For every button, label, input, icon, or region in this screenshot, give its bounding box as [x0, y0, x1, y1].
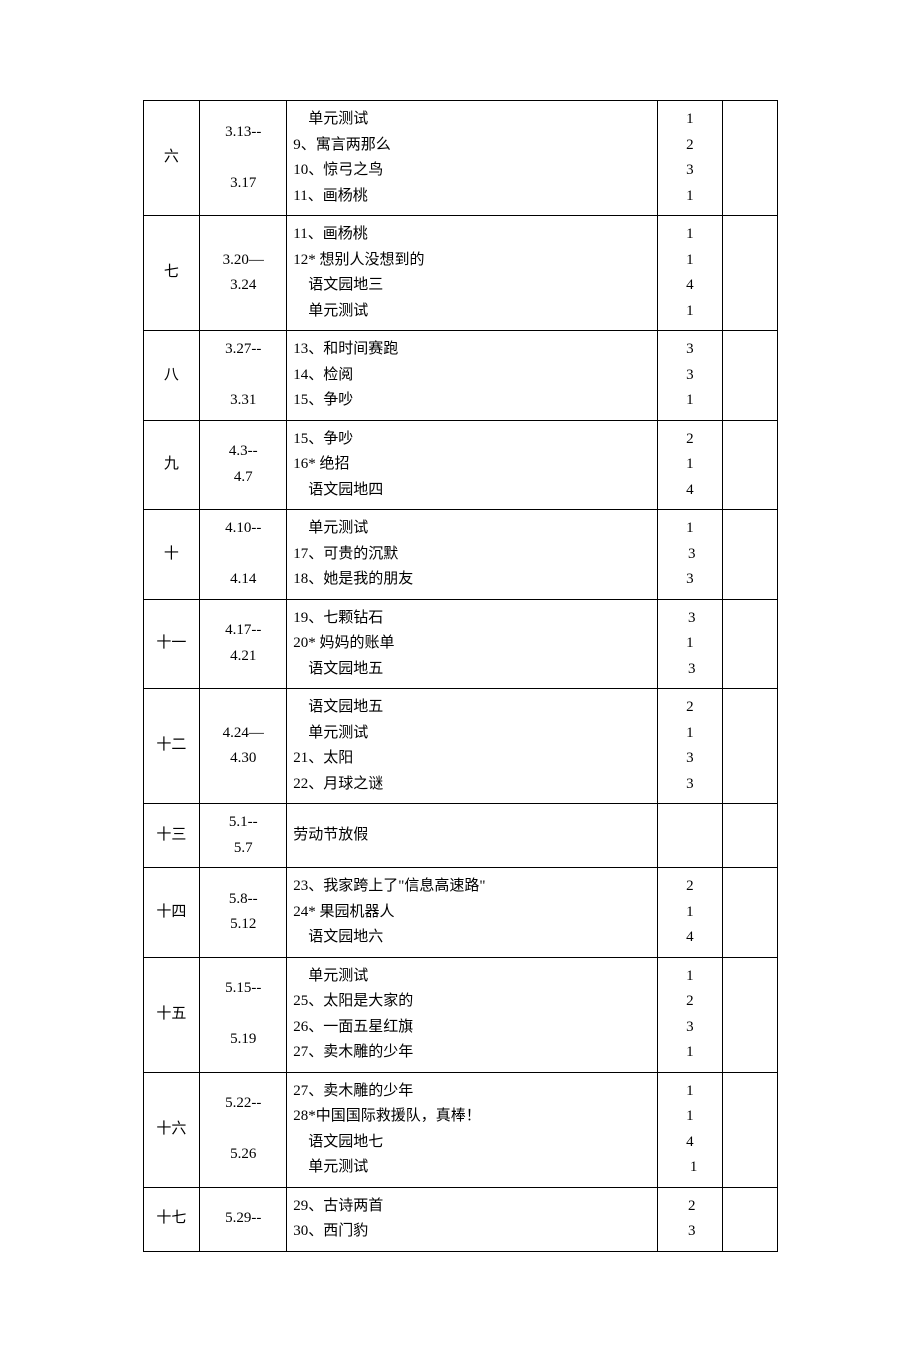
date-cell: 5.15-- 5.19: [200, 957, 287, 1072]
week-cell: 十三: [143, 804, 200, 868]
week-cell: 十二: [143, 689, 200, 804]
date-cell: 4.3-- 4.7: [200, 420, 287, 510]
week-cell: 十一: [143, 599, 200, 689]
content-cell: 13、和时间赛跑 14、检阅 15、争吵: [287, 331, 657, 421]
content-cell: 单元测试 17、可贵的沉默 18、她是我的朋友: [287, 510, 657, 600]
table-row: 十四5.8-- 5.1223、我家跨上了"信息高速路" 24* 果园机器人 语文…: [143, 868, 777, 958]
hours-cell: 1 2 3 1: [657, 957, 722, 1072]
hours-cell: 2 1 4: [657, 420, 722, 510]
content-cell: 27、卖木雕的少年 28*中国国际救援队，真棒！ 语文园地七 单元测试: [287, 1072, 657, 1187]
hours-cell: 3 1 3: [657, 599, 722, 689]
hours-cell: 2 3: [657, 1187, 722, 1251]
content-cell: 19、七颗钻石 20* 妈妈的账单 语文园地五: [287, 599, 657, 689]
hours-cell: 1 3 3: [657, 510, 722, 600]
hours-cell: 1 1 4 1: [657, 1072, 722, 1187]
table-row: 十一4.17-- 4.2119、七颗钻石 20* 妈妈的账单 语文园地五 3 1…: [143, 599, 777, 689]
note-cell: [723, 957, 777, 1072]
hours-cell: 3 3 1: [657, 331, 722, 421]
week-cell: 十七: [143, 1187, 200, 1251]
hours-cell: 2 1 4: [657, 868, 722, 958]
content-cell: 单元测试 9、寓言两那么 10、惊弓之鸟 11、画杨桃: [287, 101, 657, 216]
date-cell: 5.22-- 5.26: [200, 1072, 287, 1187]
hours-cell: 2 1 3 3: [657, 689, 722, 804]
date-cell: 3.20— 3.24: [200, 216, 287, 331]
table-row: 十七5.29--29、古诗两首 30、西门豹 2 3: [143, 1187, 777, 1251]
date-cell: 3.13-- 3.17: [200, 101, 287, 216]
date-cell: 5.29--: [200, 1187, 287, 1251]
hours-cell: [657, 804, 722, 868]
table-row: 十4.10-- 4.14 单元测试 17、可贵的沉默 18、她是我的朋友1 3 …: [143, 510, 777, 600]
note-cell: [723, 599, 777, 689]
week-cell: 九: [143, 420, 200, 510]
note-cell: [723, 331, 777, 421]
date-cell: 4.17-- 4.21: [200, 599, 287, 689]
table-row: 九4.3-- 4.715、争吵 16* 绝招 语文园地四2 1 4: [143, 420, 777, 510]
week-cell: 十六: [143, 1072, 200, 1187]
note-cell: [723, 216, 777, 331]
date-cell: 5.8-- 5.12: [200, 868, 287, 958]
note-cell: [723, 689, 777, 804]
date-cell: 5.1-- 5.7: [200, 804, 287, 868]
table-row: 十五5.15-- 5.19 单元测试 25、太阳是大家的 26、一面五星红旗 2…: [143, 957, 777, 1072]
content-cell: 语文园地五 单元测试 21、太阳 22、月球之谜: [287, 689, 657, 804]
table-row: 八3.27-- 3.3113、和时间赛跑 14、检阅 15、争吵3 3 1: [143, 331, 777, 421]
note-cell: [723, 510, 777, 600]
content-cell: 29、古诗两首 30、西门豹: [287, 1187, 657, 1251]
table-row: 七3.20— 3.2411、画杨桃 12* 想别人没想到的 语文园地三 单元测试…: [143, 216, 777, 331]
note-cell: [723, 1072, 777, 1187]
content-cell: 15、争吵 16* 绝招 语文园地四: [287, 420, 657, 510]
date-cell: 4.24— 4.30: [200, 689, 287, 804]
week-cell: 十五: [143, 957, 200, 1072]
content-cell: 单元测试 25、太阳是大家的 26、一面五星红旗 27、卖木雕的少年: [287, 957, 657, 1072]
table-row: 十二4.24— 4.30 语文园地五 单元测试 21、太阳 22、月球之谜2 1…: [143, 689, 777, 804]
content-cell: 23、我家跨上了"信息高速路" 24* 果园机器人 语文园地六: [287, 868, 657, 958]
week-cell: 十四: [143, 868, 200, 958]
week-cell: 六: [143, 101, 200, 216]
note-cell: [723, 420, 777, 510]
week-cell: 十: [143, 510, 200, 600]
note-cell: [723, 804, 777, 868]
note-cell: [723, 868, 777, 958]
content-cell: 11、画杨桃 12* 想别人没想到的 语文园地三 单元测试: [287, 216, 657, 331]
hours-cell: 1 1 4 1: [657, 216, 722, 331]
week-cell: 八: [143, 331, 200, 421]
note-cell: [723, 1187, 777, 1251]
table-row: 十三5.1-- 5.7劳动节放假: [143, 804, 777, 868]
table-row: 十六5.22-- 5.2627、卖木雕的少年 28*中国国际救援队，真棒！ 语文…: [143, 1072, 777, 1187]
date-cell: 4.10-- 4.14: [200, 510, 287, 600]
schedule-table: 六3.13-- 3.17 单元测试 9、寓言两那么 10、惊弓之鸟 11、画杨桃…: [143, 100, 778, 1252]
table-row: 六3.13-- 3.17 单元测试 9、寓言两那么 10、惊弓之鸟 11、画杨桃…: [143, 101, 777, 216]
date-cell: 3.27-- 3.31: [200, 331, 287, 421]
week-cell: 七: [143, 216, 200, 331]
content-cell: 劳动节放假: [287, 804, 657, 868]
hours-cell: 1 2 3 1: [657, 101, 722, 216]
note-cell: [723, 101, 777, 216]
